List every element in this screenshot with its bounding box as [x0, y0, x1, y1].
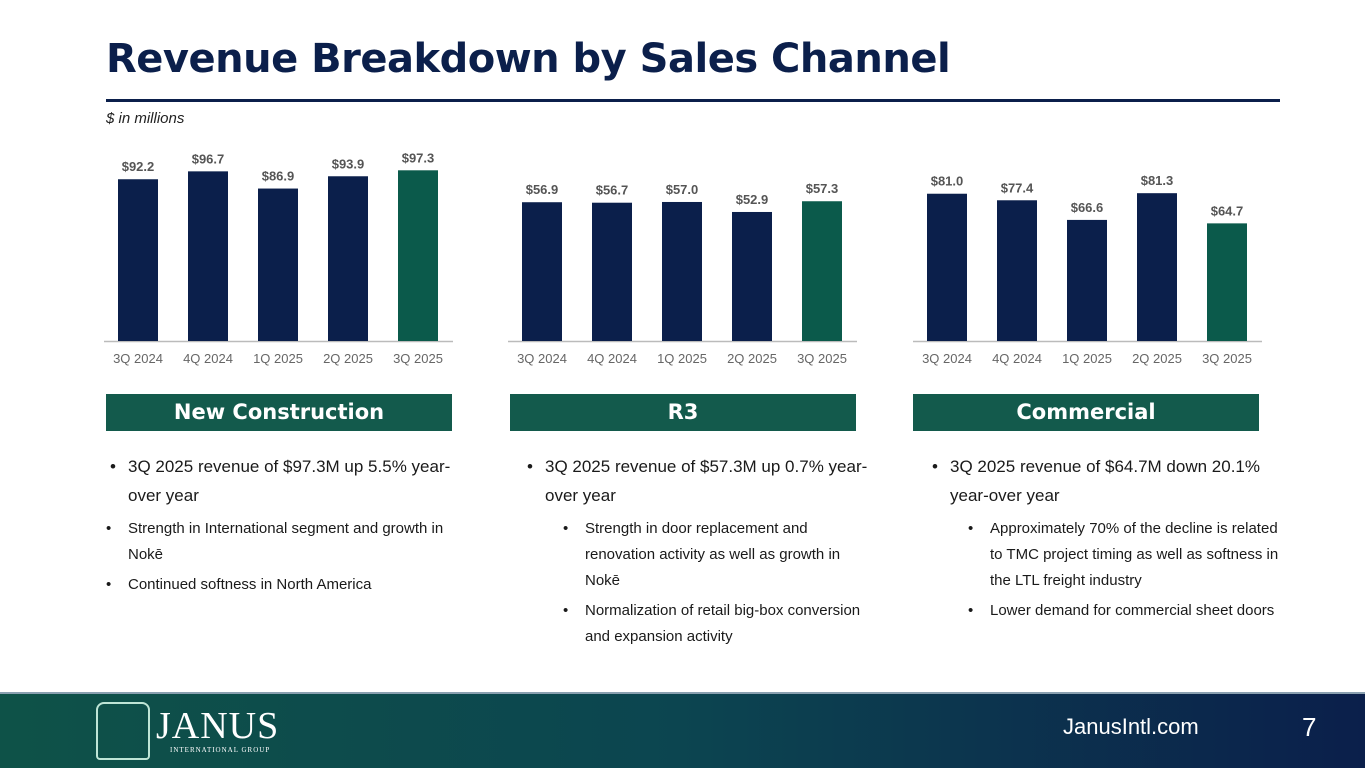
- data-label: $56.7: [596, 183, 629, 198]
- data-label: $64.7: [1211, 203, 1244, 218]
- sub-bullet: Normalization of retail big-box conversi…: [507, 598, 877, 650]
- bar: [1207, 223, 1247, 341]
- x-tick-label: 2Q 2025: [727, 351, 777, 366]
- sub-bullet: Strength in door replacement and renovat…: [507, 516, 877, 594]
- x-tick-label: 4Q 2024: [992, 351, 1042, 366]
- section-notes-new-construction: 3Q 2025 revenue of $97.3M up 5.5% year-o…: [100, 452, 460, 602]
- chart-commercial: $81.0 3Q 2024 $77.4 4Q 2024 $66.6 1Q 2025 $81.…: [913, 173, 1262, 366]
- footer: JANUS INTERNATIONAL GROUP JanusIntl.com …: [0, 692, 1365, 768]
- bar: [1137, 193, 1177, 341]
- bar: [522, 202, 562, 341]
- data-label: $96.7: [192, 151, 225, 166]
- data-label: $56.9: [526, 182, 559, 197]
- bar: [927, 193, 967, 341]
- data-label: $66.6: [1071, 200, 1104, 215]
- page-number: 7: [1302, 712, 1317, 742]
- x-tick-label: 1Q 2025: [1062, 351, 1112, 366]
- data-label: $86.9: [262, 169, 295, 184]
- x-tick-label: 3Q 2025: [797, 351, 847, 366]
- data-label: $57.3: [806, 181, 839, 196]
- bar: [592, 202, 632, 341]
- bar: [258, 188, 298, 341]
- data-label: $81.3: [1141, 173, 1174, 188]
- bar: [802, 201, 842, 341]
- main-bullet: 3Q 2025 revenue of $57.3M up 0.7% year-o…: [517, 452, 877, 510]
- data-label: $92.2: [122, 159, 155, 174]
- x-tick-label: 4Q 2024: [587, 351, 637, 366]
- chart-new-construction: $92.2 3Q 2024 $96.7 4Q 2024 $86.9 1Q 2025 $93.…: [104, 150, 453, 366]
- section-notes-commercial: 3Q 2025 revenue of $64.7M down 20.1% yea…: [922, 452, 1282, 628]
- page-title: Revenue Breakdown by Sales Channel: [106, 36, 951, 82]
- website-link[interactable]: JanusIntl.com: [1063, 714, 1199, 739]
- x-tick-label: 3Q 2024: [922, 351, 972, 366]
- janus-logo-icon: [96, 702, 150, 760]
- bar: [1067, 219, 1107, 341]
- x-tick-label: 3Q 2024: [113, 351, 163, 366]
- x-tick-label: 3Q 2024: [517, 351, 567, 366]
- x-tick-label: 2Q 2025: [1132, 351, 1182, 366]
- x-tick-label: 4Q 2024: [183, 351, 233, 366]
- x-tick-label: 3Q 2025: [1202, 351, 1252, 366]
- x-tick-label: 1Q 2025: [657, 351, 707, 366]
- chart-r3: $56.9 3Q 2024 $56.7 4Q 2024 $57.0 1Q 2025 $52.…: [508, 181, 857, 366]
- units-note: $ in millions: [106, 110, 185, 127]
- logo-text: JANUS: [156, 705, 280, 747]
- sub-bullet: Lower demand for commercial sheet doors: [912, 598, 1282, 624]
- data-label: $81.0: [931, 174, 964, 189]
- sub-bullet: Approximately 70% of the decline is rela…: [912, 516, 1282, 594]
- data-label: $57.0: [666, 182, 699, 197]
- x-tick-label: 2Q 2025: [323, 351, 373, 366]
- section-header-r3: R3: [510, 394, 856, 431]
- x-tick-label: 3Q 2025: [393, 351, 443, 366]
- main-bullet: 3Q 2025 revenue of $64.7M down 20.1% yea…: [922, 452, 1282, 510]
- bar: [188, 171, 228, 341]
- bar: [997, 200, 1037, 341]
- section-notes-r3: 3Q 2025 revenue of $57.3M up 0.7% year-o…: [517, 452, 877, 654]
- bar: [662, 201, 702, 341]
- bar: [398, 170, 438, 341]
- sub-bullet: Strength in International segment and gr…: [50, 516, 460, 568]
- bar: [732, 211, 772, 341]
- main-bullet: 3Q 2025 revenue of $97.3M up 5.5% year-o…: [100, 452, 460, 510]
- title-divider: [106, 99, 1280, 102]
- data-label: $97.3: [402, 150, 435, 165]
- sub-bullet: Continued softness in North America: [50, 572, 460, 598]
- bar: [328, 176, 368, 341]
- data-label: $93.9: [332, 156, 365, 171]
- data-label: $77.4: [1001, 180, 1034, 195]
- x-tick-label: 1Q 2025: [253, 351, 303, 366]
- section-header-commercial: Commercial: [913, 394, 1259, 431]
- bar: [118, 179, 158, 341]
- data-label: $52.9: [736, 192, 769, 207]
- section-header-new-construction: New Construction: [106, 394, 452, 431]
- logo-subtext: INTERNATIONAL GROUP: [170, 746, 271, 754]
